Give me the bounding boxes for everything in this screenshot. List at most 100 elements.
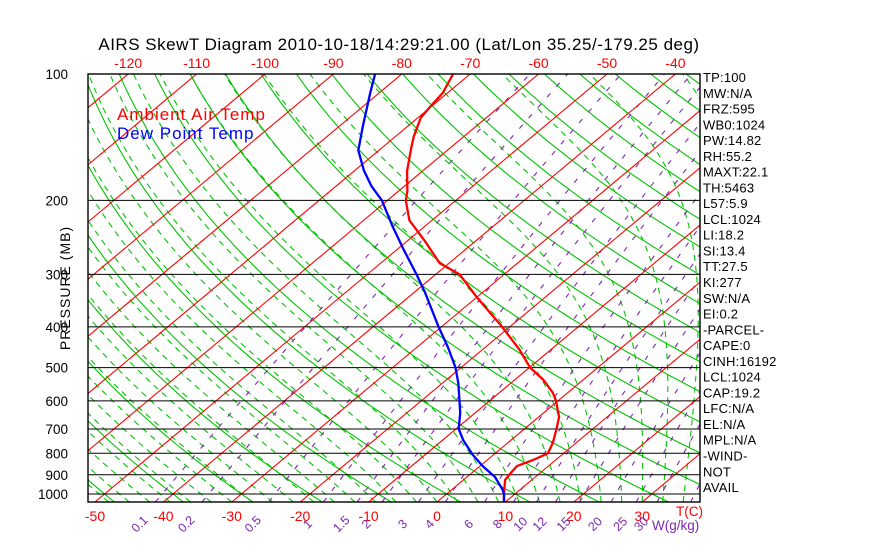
left-axis-tick: 500 [45,361,68,376]
top-axis-tick: -100 [251,55,279,71]
panel-line: LCL:1024 [703,212,761,227]
panel-line: LCL:1024 [703,370,761,385]
dry-adiabat-line [88,360,254,502]
mixing-ratio-label: 0.5 [242,513,264,535]
left-axis-tick: 700 [45,422,68,437]
mixing-ratio-line [418,122,700,502]
dry-adiabat-line [366,74,700,333]
bottom-axis-tick: -40 [153,508,173,524]
chart-title: AIRS SkewT Diagram 2010-10-18/14:29:21.0… [98,35,699,54]
mixing-ratio-unit-label: W(g/kg) [652,518,699,533]
moist-adiabat-line [589,74,699,502]
isotherm-line [88,74,539,452]
moist-adiabat-line [263,74,582,502]
sounding-parameter-panel: TP:100MW:N/AFRZ:595WB0:1024PW:14.82RH:55… [703,70,777,495]
bottom-axis-tick: -20 [290,508,310,524]
legend-ambient-temp: Ambient Air Temp [117,105,266,124]
isotherm-line [88,74,197,166]
moist-adiabat-line [309,74,602,502]
dry-adiabat-line [331,74,700,363]
panel-line: CINH:16192 [703,354,777,369]
moist-adiabat-line [426,74,644,502]
panel-line: EL:N/A [703,417,746,432]
mixing-ratio-label: 25 [611,514,631,534]
panel-line: MAXT:22.1 [703,165,768,180]
panel-line: WB0:1024 [703,117,765,132]
mixing-ratio-label: 12 [530,514,550,534]
dry-adiabat-line [0,74,45,502]
moist-adiabat-line [88,483,110,502]
moist-adiabat-line [88,375,233,502]
moist-adiabat-line [88,336,274,502]
isotherm-line [88,74,334,280]
moist-adiabat-line [224,74,561,502]
mixing-ratio-label: 20 [585,514,605,534]
left-axis-tick: 200 [45,193,68,208]
mixing-ratio-line [381,86,700,502]
moist-adiabat-line [88,293,315,502]
left-axis-tick: 600 [45,394,68,409]
isotherm-line [505,338,700,502]
panel-line: RH:55.2 [703,149,752,164]
moist-adiabat-line [88,356,253,502]
temperature-profile-curve [404,74,561,502]
panel-line: LI:18.2 [703,228,744,243]
moist-adiabat-line [363,74,623,502]
moist-adiabat-line [159,74,520,502]
panel-line: SI:13.4 [703,244,746,259]
bottom-axis-tick: 20 [566,508,582,524]
mixing-ratio-line [656,423,700,502]
panel-line: KI:277 [703,275,742,290]
mixing-ratio-line [484,192,700,502]
top-axis-tick: -40 [665,55,685,71]
moist-adiabat-line [133,74,500,502]
top-axis-tick: -60 [528,55,548,71]
isotherm-line [163,74,676,502]
left-axis-tick: 1000 [38,487,68,502]
moist-adiabat-line [88,74,458,502]
dry-adiabat-line [508,74,700,220]
mixing-ratio-label: 10 [511,514,531,534]
moist-adiabat-line [109,74,479,502]
moist-adiabat-line [88,246,356,502]
panel-line: TP:100 [703,70,746,85]
dry-adiabat-line [88,420,184,502]
isotherm-line [299,167,700,502]
left-axis-tick: 800 [45,446,68,461]
panel-line: CAP:19.2 [703,385,760,400]
dry-adiabat-line [402,74,700,305]
bottom-axis-tick: 0 [433,508,441,524]
isotherm-line [573,395,700,502]
top-axis-tick: -80 [392,55,412,71]
dry-adiabat-line [295,74,700,393]
bottom-axis-tick: -50 [85,508,105,524]
bottom-axis-tick: 10 [498,508,514,524]
panel-line: CAPE:0 [703,338,750,353]
dewpoint-profile-curve [357,74,506,502]
plot-frame [87,73,701,503]
left-axis-tick: 300 [45,267,68,282]
isotherm-line [368,224,700,502]
left-axis-tick: 100 [45,67,68,82]
panel-line: NOT [703,464,731,479]
temp-axis-unit-label: T(C) [676,504,703,519]
top-axis-tick: -120 [114,55,142,71]
panel-line: TT:27.5 [703,259,748,274]
isotherm-line [94,74,608,502]
moist-adiabat-line [88,394,212,502]
dry-adiabat-line [260,74,700,423]
dry-adiabat-line [88,83,531,502]
top-axis-tick: -50 [597,55,617,71]
dry-adiabat-line [88,298,323,502]
dry-adiabat-line [437,74,700,276]
mixing-ratio-label: 3 [395,517,410,532]
mixing-ratio-label: 0.2 [175,513,197,535]
panel-line: PW:14.82 [703,133,761,148]
pressure-axis-label: PRESSURE (MB) [57,226,73,350]
top-axis-tick: -110 [183,55,210,71]
panel-line: -PARCEL- [703,322,764,337]
isotherm-line [88,74,471,395]
isotherm-line [88,74,403,338]
